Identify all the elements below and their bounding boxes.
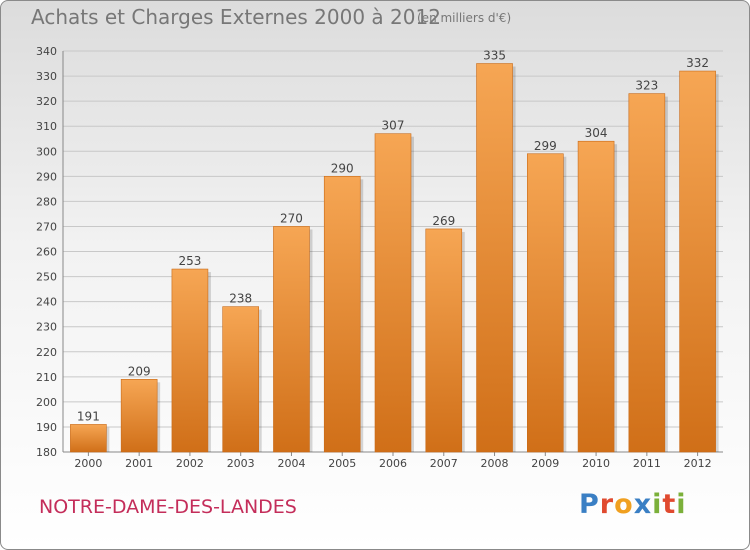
bar-2002 xyxy=(171,268,209,453)
y-tick-label: 260 xyxy=(36,246,57,259)
y-tick-label: 320 xyxy=(36,95,57,108)
y-tick-label: 180 xyxy=(36,446,57,459)
bar-2005 xyxy=(323,176,361,453)
x-tick-label-2003: 2003 xyxy=(227,457,255,470)
bar-2008 xyxy=(476,63,513,453)
data-label-2001: 209 xyxy=(128,364,151,378)
axes: 180 190 200 210 220 230 240 250 260 270 280 290 300 3… xyxy=(36,45,723,470)
y-tick-label: 280 xyxy=(36,195,57,208)
bar-2006 xyxy=(374,133,412,453)
logo-letter: i xyxy=(676,489,687,520)
data-label-2007: 269 xyxy=(432,214,455,228)
x-tick-label-2007: 2007 xyxy=(430,457,458,470)
y-tick-label: 300 xyxy=(36,145,57,158)
bar-2012 xyxy=(679,70,716,453)
bars xyxy=(70,63,719,453)
bar-2011 xyxy=(628,93,666,453)
y-tick-label: 230 xyxy=(36,321,57,334)
y-tick-label: 310 xyxy=(36,120,57,133)
data-label-2011: 323 xyxy=(635,79,658,93)
x-tick-label-2012: 2012 xyxy=(684,457,712,470)
logo-letter: P xyxy=(579,489,600,520)
x-tick-label-2011: 2011 xyxy=(633,457,661,470)
logo-letter: o xyxy=(614,489,634,520)
x-tick-label-2000: 2000 xyxy=(74,457,102,470)
bar-2004 xyxy=(273,226,310,453)
bar-2009 xyxy=(527,153,564,453)
logo-letter: x xyxy=(633,489,653,520)
data-labels: 191 209 253 238 270 290 307 269 335 299 304 323 332 xyxy=(77,49,709,424)
y-tick-label: 330 xyxy=(36,70,57,83)
data-label-2012: 332 xyxy=(686,56,709,70)
bar-2003 xyxy=(222,306,259,453)
y-tick-label: 210 xyxy=(36,371,57,384)
logo-letter: i xyxy=(652,489,663,520)
y-tick-label: 200 xyxy=(36,396,57,409)
y-tick-label: 190 xyxy=(36,421,57,434)
y-tick-label: 250 xyxy=(36,271,57,284)
data-label-2006: 307 xyxy=(382,119,405,133)
logo-letter: t xyxy=(662,489,677,520)
x-tick-label-2004: 2004 xyxy=(277,457,305,470)
data-label-2005: 290 xyxy=(331,161,354,175)
chart-subtitle: (en milliers d'€) xyxy=(417,11,512,25)
y-tick-label: 340 xyxy=(36,45,57,58)
data-label-2003: 238 xyxy=(229,292,252,306)
x-tick-label-2010: 2010 xyxy=(582,457,610,470)
bar-2000 xyxy=(70,424,107,453)
x-tick-label-2005: 2005 xyxy=(328,457,356,470)
x-tick-label-2006: 2006 xyxy=(379,457,407,470)
bar-2010 xyxy=(577,140,615,453)
data-label-2004: 270 xyxy=(280,211,303,225)
y-tick-label: 290 xyxy=(36,170,57,183)
y-tick-label: 270 xyxy=(36,220,57,233)
bar-2007 xyxy=(425,228,463,453)
data-label-2000: 191 xyxy=(77,409,100,423)
y-tick-label: 220 xyxy=(36,346,57,359)
bar-2001 xyxy=(120,379,158,453)
x-tick-label-2002: 2002 xyxy=(176,457,204,470)
logo-letter: r xyxy=(599,489,615,520)
data-label-2009: 299 xyxy=(534,139,557,153)
chart-title: Achats et Charges Externes 2000 à 2012 xyxy=(31,5,441,29)
x-tick-label-2008: 2008 xyxy=(481,457,509,470)
data-label-2002: 253 xyxy=(178,254,201,268)
data-label-2010: 304 xyxy=(585,126,608,140)
commune-name: NOTRE-DAME-DES-LANDES xyxy=(39,496,297,518)
data-label-2008: 335 xyxy=(483,49,506,63)
y-tick-label: 240 xyxy=(36,296,57,309)
x-tick-label-2001: 2001 xyxy=(125,457,153,470)
proxiti-logo: Proxiti xyxy=(579,489,687,520)
x-tick-label-2009: 2009 xyxy=(531,457,559,470)
